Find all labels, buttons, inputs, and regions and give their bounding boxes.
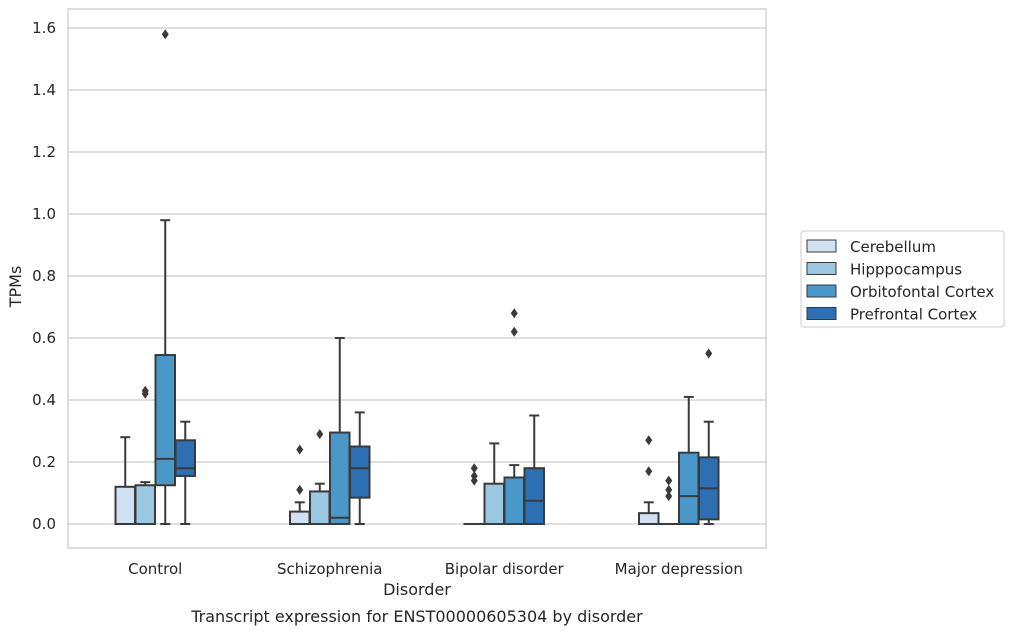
outlier-point [161, 29, 169, 40]
legend-swatch [806, 307, 837, 320]
box-body [154, 354, 176, 487]
legend-frame [800, 230, 1005, 328]
box-0-2 [463, 463, 485, 526]
legend-item: Cerebellum [806, 238, 936, 256]
y-tick-label: 0.6 [32, 329, 56, 347]
y-tick-label: 1.4 [32, 81, 56, 99]
box-body [329, 431, 351, 525]
legend-label: Cerebellum [850, 238, 936, 256]
outlier-point [665, 484, 673, 495]
box-1-0 [134, 385, 156, 525]
y-tick-label: 0.0 [32, 515, 56, 533]
outlier-point [470, 470, 478, 481]
legend-item: Prefrontal Cortex [806, 306, 977, 324]
x-tick-label: Bipolar disorder [445, 560, 565, 578]
box-1-3 [658, 475, 680, 526]
x-tick-labels: Control Schizophrenia Bipolar disorder Majo… [128, 560, 743, 578]
legend-swatch [806, 262, 837, 275]
box-body [483, 482, 505, 526]
y-tick-labels: 0.0 0.2 0.4 0.6 0.8 1.0 1.2 1.4 1.6 [32, 19, 56, 533]
x-tick-label: Schizophrenia [277, 560, 382, 578]
box-body [638, 512, 660, 526]
x-tick-label: Control [128, 560, 182, 578]
box-2-3 [678, 395, 700, 526]
outlier-point [665, 491, 673, 502]
outlier-point [645, 435, 653, 446]
box-2-1 [329, 337, 351, 525]
legend-label: Hipppocampus [850, 261, 962, 279]
box-2-2 [503, 308, 525, 525]
box-body [174, 439, 196, 477]
outlier-point [141, 385, 149, 396]
box-3-2 [523, 414, 545, 526]
box-body [678, 451, 700, 526]
box-body [134, 484, 156, 525]
box-body [523, 467, 545, 526]
legend-item: Orbitofontal Cortex [806, 283, 994, 301]
outlier-point [296, 444, 304, 455]
box-body [349, 445, 371, 499]
x-tick-label: Major depression [615, 560, 743, 578]
box-1-1 [309, 429, 331, 526]
box-plot-area [114, 29, 720, 526]
legend-swatch [806, 239, 837, 253]
box-3-0 [174, 420, 196, 525]
box-body [503, 476, 525, 525]
y-tick-label: 1.6 [32, 19, 56, 37]
box-0-0 [114, 436, 136, 525]
legend-swatch [806, 284, 837, 298]
outlier-point [665, 475, 673, 486]
chart-caption: Transcript expression for ENST0000060530… [190, 607, 643, 626]
x-axis-title: Disorder [383, 580, 451, 599]
legend-label: Prefrontal Cortex [850, 306, 977, 324]
plot-frame [67, 8, 767, 549]
y-tick-label: 0.4 [32, 391, 56, 409]
box-0-1 [289, 444, 311, 526]
box-1-2 [483, 442, 505, 526]
y-tick-label: 1.2 [32, 143, 56, 161]
legend-label: Orbitofontal Cortex [850, 283, 994, 301]
outlier-point [510, 308, 518, 319]
outlier-point [470, 463, 478, 474]
box-body [309, 490, 331, 526]
y-axis-title: TPMs [6, 266, 25, 309]
outlier-point [510, 326, 518, 337]
y-tick-label: 1.0 [32, 205, 56, 223]
box-body [289, 510, 311, 526]
box-0-3 [638, 435, 660, 526]
box-3-1 [349, 411, 371, 525]
outlier-point [645, 466, 653, 477]
y-tick-label: 0.2 [32, 453, 56, 471]
legend-items: Cerebellum Hipppocampus Orbitofontal Corte… [806, 238, 994, 324]
outlier-point [316, 429, 324, 440]
box-body [114, 485, 136, 525]
outlier-point [296, 484, 304, 495]
y-tick-label: 0.8 [32, 267, 56, 285]
legend: Cerebellum Hipppocampus Orbitofontal Corte… [800, 230, 1005, 328]
box-2-0 [154, 29, 176, 525]
box-3-3 [698, 348, 720, 525]
outlier-point [705, 348, 713, 359]
legend-item: Hipppocampus [806, 261, 962, 279]
